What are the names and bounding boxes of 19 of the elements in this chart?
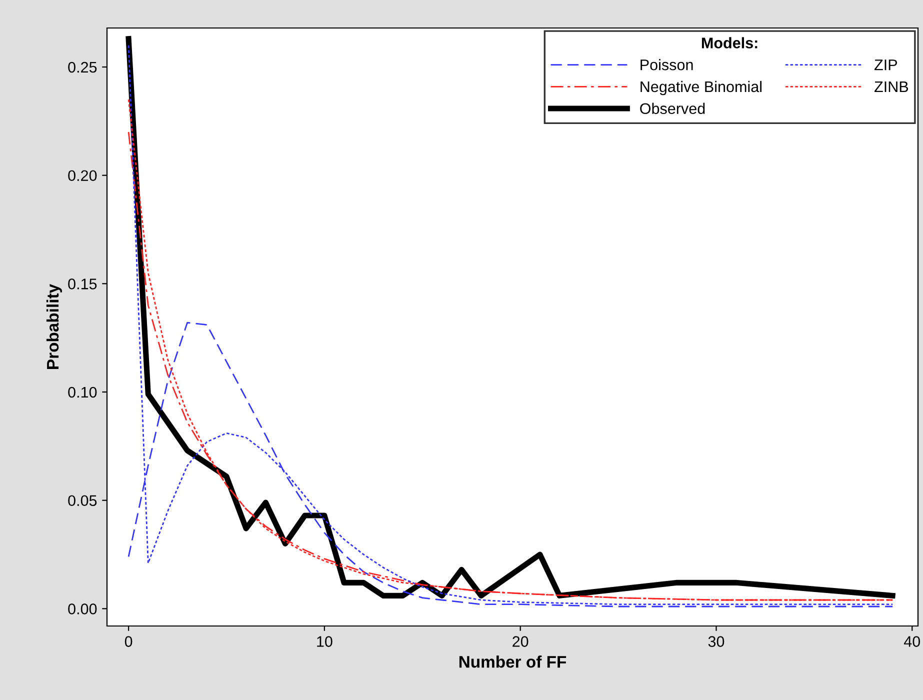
x-tick-label: 30 [708,636,724,647]
legend-label: Negative Binomial [640,80,762,96]
y-tick-label: 0.15 [68,278,97,290]
y-tick-label: 0.20 [68,170,97,182]
y-tick-label: 0.00 [68,604,97,614]
legend-label: ZIP [874,60,897,70]
y-tick-label: 0.10 [68,386,97,398]
x-tick-label: 20 [512,636,528,647]
y-tick-label: 0.25 [68,62,97,73]
x-tick-label: 10 [317,636,332,647]
legend-label: Observed [640,102,705,114]
x-tick-label: 40 [904,636,920,647]
y-axis-title: Probability [46,284,62,369]
legend-title: Models: [702,37,758,48]
legend-label: ZINB [874,81,908,92]
x-tick-label: 0 [124,636,132,647]
x-axis-title: Number of FF [459,656,566,668]
legend-label: Poisson [640,59,693,70]
y-tick-label: 0.05 [68,495,97,506]
